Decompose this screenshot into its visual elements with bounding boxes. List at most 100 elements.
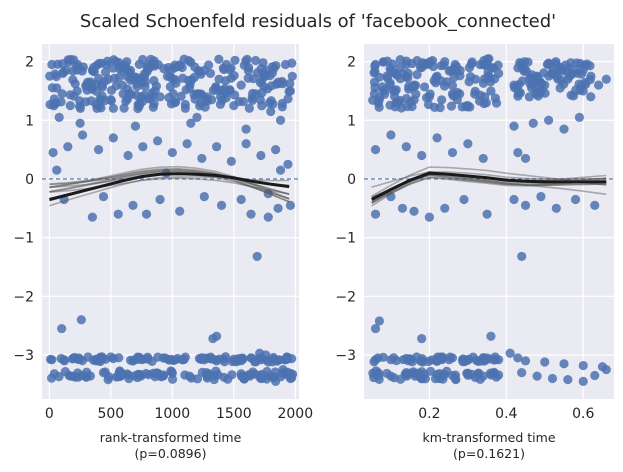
residual-point bbox=[133, 103, 143, 114]
residual-point bbox=[544, 115, 554, 125]
residual-point bbox=[386, 130, 396, 140]
residual-point bbox=[271, 145, 281, 155]
bootstrap-line bbox=[49, 169, 290, 196]
residual-point bbox=[285, 200, 295, 210]
residual-point bbox=[283, 159, 293, 169]
residual-point bbox=[437, 95, 447, 105]
residual-point bbox=[509, 121, 519, 131]
residual-point bbox=[386, 371, 396, 381]
residual-point bbox=[160, 353, 170, 363]
y-tick-label: −3 bbox=[13, 348, 34, 364]
residual-point bbox=[532, 371, 542, 381]
residual-point bbox=[118, 89, 128, 99]
residual-point bbox=[263, 212, 273, 222]
residual-point bbox=[446, 66, 456, 76]
y-tick-label: −2 bbox=[335, 289, 356, 305]
residual-point bbox=[197, 153, 207, 164]
residual-point bbox=[287, 71, 297, 81]
residual-point bbox=[170, 98, 180, 108]
residual-point bbox=[578, 360, 588, 371]
residual-point bbox=[111, 81, 121, 91]
residual-point bbox=[156, 372, 167, 382]
residual-point bbox=[601, 74, 611, 84]
residual-point bbox=[370, 369, 381, 379]
y-tick-label: −2 bbox=[13, 289, 34, 305]
residual-point bbox=[517, 251, 527, 262]
figure-title: Scaled Schoenfeld residuals of 'facebook… bbox=[80, 11, 556, 32]
residual-point bbox=[81, 372, 91, 382]
x-tick-label: 1000 bbox=[155, 406, 191, 422]
residual-point bbox=[74, 101, 85, 112]
residual-point bbox=[544, 71, 554, 81]
residual-point bbox=[574, 112, 584, 122]
residual-point bbox=[242, 54, 252, 64]
residual-point bbox=[505, 348, 515, 358]
residual-point bbox=[540, 88, 550, 98]
residual-point bbox=[401, 71, 412, 82]
residual-point bbox=[214, 54, 224, 64]
residual-point bbox=[440, 57, 450, 67]
residual-points bbox=[368, 54, 611, 386]
residual-point bbox=[227, 370, 237, 380]
residual-point bbox=[226, 156, 236, 166]
residual-point bbox=[98, 367, 109, 378]
panel-rank-time: 0 500 1000 1500 2000 −3 −2 −1 0 1 2 rank-transforme… bbox=[13, 44, 313, 461]
residual-point bbox=[273, 203, 283, 213]
residual-point bbox=[226, 73, 236, 83]
residual-point bbox=[73, 59, 83, 70]
residual-point bbox=[266, 96, 276, 106]
residual-point bbox=[65, 101, 75, 111]
residual-point bbox=[285, 373, 295, 384]
residual-point bbox=[285, 86, 295, 96]
residual-point bbox=[586, 71, 596, 81]
residual-point bbox=[257, 101, 267, 111]
residual-point bbox=[378, 86, 388, 96]
residual-point bbox=[509, 194, 519, 205]
residual-point bbox=[369, 89, 379, 99]
y-tick-label: −1 bbox=[335, 231, 356, 247]
residual-point bbox=[147, 88, 157, 98]
residual-point bbox=[374, 316, 384, 326]
residual-point bbox=[386, 355, 396, 365]
residual-point bbox=[556, 75, 566, 85]
residual-point bbox=[108, 353, 118, 364]
residual-point bbox=[586, 92, 596, 102]
residual-point bbox=[520, 153, 531, 164]
residual-point bbox=[100, 67, 111, 77]
residual-point bbox=[478, 353, 488, 364]
residual-point bbox=[578, 376, 588, 386]
residual-point bbox=[463, 101, 473, 111]
residual-point bbox=[370, 209, 381, 219]
residual-point bbox=[212, 331, 222, 341]
residual-point bbox=[417, 372, 427, 382]
residual-point bbox=[559, 124, 569, 134]
residual-point bbox=[432, 354, 442, 364]
bootstrap-line bbox=[371, 176, 607, 203]
plot-content bbox=[42, 54, 299, 386]
residual-point bbox=[258, 68, 268, 78]
residual-point bbox=[162, 71, 173, 81]
residual-point bbox=[446, 101, 457, 111]
residual-point bbox=[594, 80, 604, 90]
bootstrap-line bbox=[49, 170, 290, 203]
residual-point bbox=[236, 369, 246, 379]
residual-point bbox=[215, 99, 226, 109]
residual-point bbox=[410, 369, 420, 379]
residual-point bbox=[212, 142, 222, 152]
residual-point bbox=[103, 374, 113, 385]
residual-point bbox=[128, 200, 138, 210]
residual-point bbox=[246, 209, 256, 219]
residual-point bbox=[175, 206, 185, 216]
residual-point bbox=[263, 189, 273, 199]
residual-point bbox=[123, 150, 133, 161]
residual-point bbox=[87, 212, 98, 222]
residual-point bbox=[459, 194, 469, 205]
residual-point bbox=[464, 63, 475, 73]
residual-point bbox=[141, 209, 152, 219]
residual-point bbox=[256, 150, 266, 161]
residual-point bbox=[219, 372, 229, 382]
residual-point bbox=[229, 354, 239, 364]
residual-point bbox=[578, 86, 588, 96]
residual-point bbox=[440, 203, 450, 213]
residual-point bbox=[150, 372, 160, 382]
